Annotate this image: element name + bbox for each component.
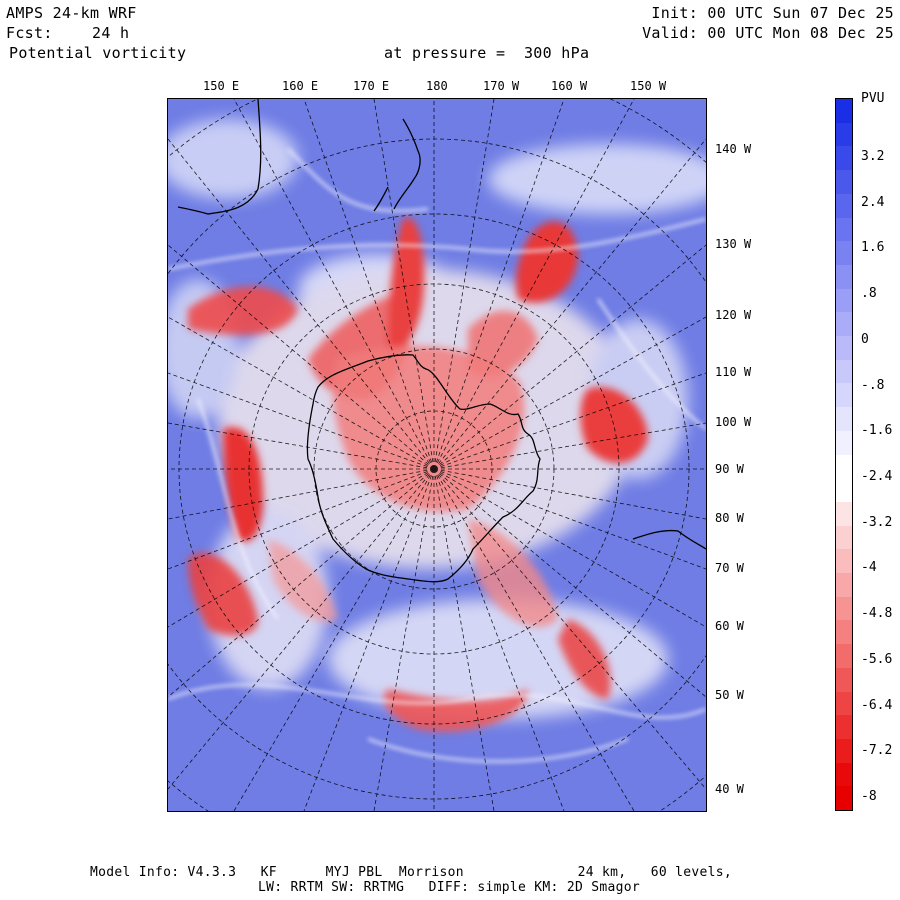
lon-label-140w: 140 W — [715, 142, 752, 156]
model-title: AMPS 24-km WRF — [6, 4, 137, 22]
lon-label-50w: 50 W — [715, 688, 744, 702]
colorbar-cell — [836, 99, 852, 124]
colorbar-cell — [836, 573, 852, 598]
colorbar-cell — [836, 667, 852, 692]
colorbar-tick-label: -4 — [861, 560, 877, 576]
colorbar-tick-label: 0 — [861, 331, 869, 347]
pv-field-svg — [168, 99, 706, 811]
colorbar-tick-label: -.8 — [861, 377, 885, 393]
colorbar-cell — [836, 786, 852, 810]
lon-label-60w: 60 W — [715, 619, 744, 633]
pv-filaments — [168, 147, 706, 763]
colorbar-tick-label: 3.2 — [861, 149, 885, 164]
colorbar-tick-label: -2.4 — [861, 469, 893, 484]
lon-label-170w: 170 W — [483, 79, 520, 93]
colorbar-cell — [836, 336, 852, 361]
colorbar-cell — [836, 193, 852, 218]
lon-label-120w: 120 W — [715, 308, 752, 322]
colorbar-tick-label: -4.8 — [861, 606, 893, 622]
pv-map — [167, 98, 707, 812]
colorbar-cell — [836, 478, 852, 503]
lon-label-170e: 170 E — [353, 79, 390, 93]
lon-label-150e: 150 E — [203, 79, 240, 93]
colorbar-tick-label: -3.2 — [861, 514, 893, 530]
colorbar-cell — [836, 383, 852, 408]
new-zealand-coastline — [373, 118, 421, 212]
lon-label-150w: 150 W — [630, 79, 667, 93]
colorbar-tick-label: 2.4 — [861, 194, 885, 210]
colorbar-cell — [836, 122, 852, 147]
colorbar-cell — [836, 170, 852, 195]
lon-label-90w: 90 W — [715, 462, 744, 476]
colorbar-cell — [836, 691, 852, 716]
lon-label-160e: 160 E — [282, 79, 319, 93]
colorbar-tick-label: -8 — [861, 789, 877, 804]
colorbar-cell — [836, 501, 852, 527]
lon-label-100w: 100 W — [715, 415, 752, 429]
colorbar-tick-label: -7.2 — [861, 743, 893, 759]
model-info-line2: LW: RRTM SW: RRTMG DIFF: simple KM: 2D S… — [258, 880, 640, 895]
colorbar-tick-label: 1.6 — [861, 240, 885, 256]
lon-label-160w: 160 W — [551, 79, 588, 93]
colorbar-cell — [836, 264, 852, 290]
forecast-hours: 24 h — [92, 24, 130, 42]
init-time: Init: 00 UTC Sun 07 Dec 25 — [651, 4, 894, 22]
lon-label-40w: 40 W — [715, 782, 744, 796]
colorbar-cell — [836, 596, 852, 621]
colorbar-cell — [836, 644, 852, 669]
pv-red-streamers — [188, 217, 648, 732]
lon-label-130w: 130 W — [715, 237, 752, 251]
model-info-line1: Model Info: V4.3.3 KF MYJ PBL Morrison 2… — [90, 865, 733, 880]
colorbar-cell — [836, 430, 852, 455]
south-america-coastline — [632, 529, 706, 550]
forecast-label: Fcst: — [6, 24, 53, 42]
colorbar-cell — [836, 407, 852, 432]
colorbar-tick-label: -1.6 — [861, 423, 893, 439]
colorbar-cell — [836, 217, 852, 242]
colorbar-tick-label: -6.4 — [861, 697, 893, 713]
colorbar-cell — [836, 146, 852, 171]
coastlines — [177, 99, 706, 583]
colorbar-unit: PVU — [861, 91, 885, 106]
colorbar-tick-label: .8 — [861, 286, 877, 302]
lon-label-180: 180 — [426, 79, 448, 93]
valid-time: Valid: 00 UTC Mon 08 Dec 25 — [642, 24, 894, 42]
colorbar-cell — [836, 288, 852, 313]
antarctica-coastline — [306, 354, 541, 583]
australia-coastline — [177, 99, 262, 215]
colorbar-cell — [836, 359, 852, 384]
colorbar-cell — [836, 241, 852, 266]
colorbar-cell — [836, 454, 852, 479]
graticule — [168, 99, 706, 811]
colorbar-tick-label: -5.6 — [861, 651, 893, 667]
lon-label-110w: 110 W — [715, 365, 752, 379]
lon-label-80w: 80 W — [715, 511, 744, 525]
pressure-level: at pressure = 300 hPa — [384, 44, 590, 62]
colorbar-cell — [836, 525, 852, 550]
colorbar-cell — [836, 312, 852, 337]
colorbar-cell — [836, 549, 852, 574]
colorbar-cell — [836, 762, 852, 787]
lon-label-70w: 70 W — [715, 561, 744, 575]
colorbar-cell — [836, 715, 852, 740]
colorbar-cell — [836, 738, 852, 764]
colorbar — [835, 98, 853, 811]
colorbar-cell — [836, 620, 852, 645]
field-name: Potential vorticity — [9, 44, 187, 62]
